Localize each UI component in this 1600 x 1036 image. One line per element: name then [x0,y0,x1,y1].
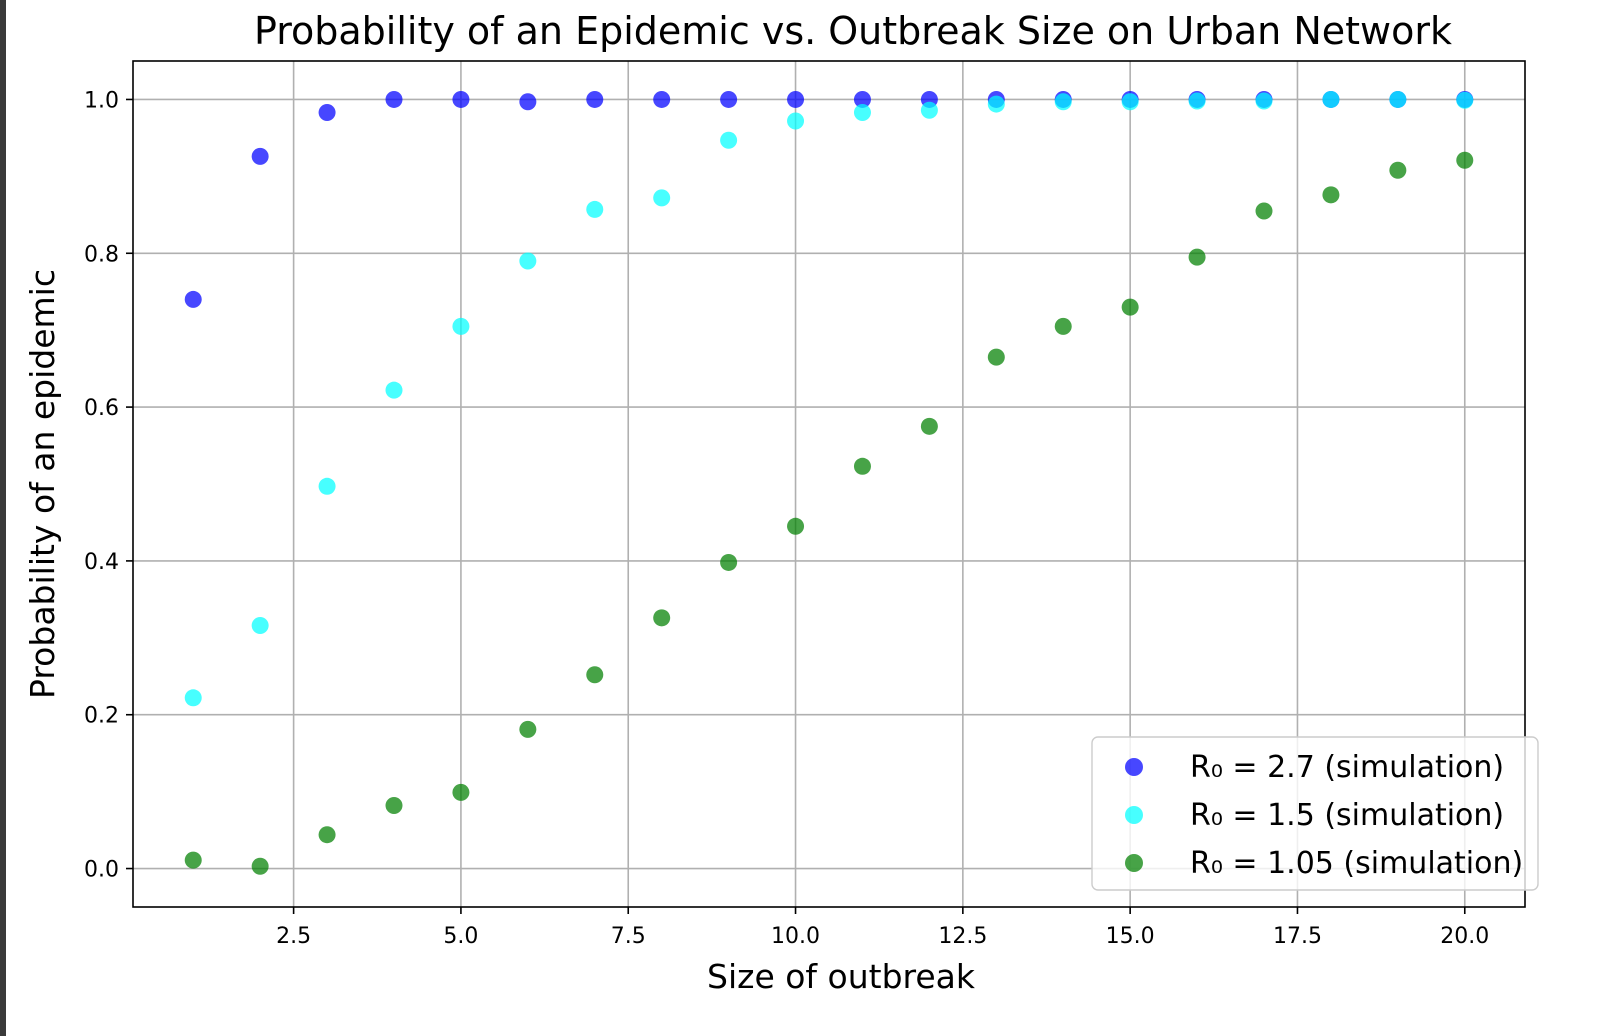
data-point [1389,161,1407,179]
data-point [853,457,871,475]
data-point [184,689,202,707]
data-point [251,147,269,165]
x-axis-label: Size of outbreak [707,957,976,996]
figure: Probability of an Epidemic vs. Outbreak … [6,0,1600,1036]
data-points [184,90,1474,875]
y-tick-label: 0.0 [84,858,119,883]
data-point [720,90,738,108]
x-tick-label: 17.5 [1273,924,1322,949]
data-point [920,417,938,435]
legend: R₀ = 2.7 (simulation) R₀ = 1.5 (simulatio… [1091,736,1539,891]
data-point [184,290,202,308]
data-point [385,90,403,108]
data-point [452,90,470,108]
data-point [1054,317,1072,335]
series-1 [184,90,1474,308]
data-point [519,252,537,270]
x-tick-label: 5.0 [443,924,478,949]
data-point [318,477,336,495]
data-point [853,90,871,108]
chart-title: Probability of an Epidemic vs. Outbreak … [254,9,1452,53]
legend-box [1091,736,1539,891]
x-axis-ticks: 2.5 5.0 7.5 10.0 12.5 15.0 17.5 20.0 [276,907,1489,949]
data-point [1255,92,1273,110]
x-tick-label: 12.5 [938,924,987,949]
data-point [1456,151,1474,169]
data-point [1389,90,1407,108]
data-point [586,200,604,218]
data-point [586,90,604,108]
data-point [251,857,269,875]
plot-area-frame [132,60,1526,908]
data-point [1054,93,1072,111]
y-tick-label: 0.2 [84,704,119,729]
data-point [987,348,1005,366]
legend-label: R₀ = 1.05 (simulation) [1190,846,1523,881]
y-tick-label: 1.0 [84,88,119,113]
data-point [1121,93,1139,111]
x-tick-label: 2.5 [276,924,311,949]
data-point [653,90,671,108]
data-point [385,796,403,814]
data-point [853,104,871,122]
data-point [385,381,403,399]
x-tick-label: 7.5 [611,924,646,949]
series-2 [184,90,1474,707]
legend-label: R₀ = 2.7 (simulation) [1190,750,1504,785]
data-point [787,517,805,535]
scatter-chart: Probability of an Epidemic vs. Outbreak … [23,9,1539,996]
x-tick-label: 20.0 [1440,924,1489,949]
data-point [787,90,805,108]
data-point [1456,91,1474,109]
data-point [519,93,537,111]
data-point [586,666,604,684]
data-point [1121,298,1139,316]
data-point [251,617,269,635]
x-tick-label: 10.0 [771,924,820,949]
data-point [720,131,738,149]
y-tick-label: 0.4 [84,550,119,575]
data-point [452,317,470,335]
legend-marker [1125,758,1143,776]
y-axis-ticks: 0.0 0.2 0.4 0.6 0.8 1.0 [84,88,133,883]
data-point [653,609,671,627]
data-point [787,112,805,130]
y-axis-label: Probability of an epidemic [23,269,62,699]
legend-marker [1125,806,1143,824]
data-point [1322,90,1340,108]
grid-lines [133,61,1525,907]
data-point [318,104,336,122]
x-tick-label: 15.0 [1106,924,1155,949]
data-point [1188,92,1206,110]
data-point [1322,186,1340,204]
legend-marker [1125,854,1143,872]
data-point [452,783,470,801]
data-point [920,101,938,119]
legend-label: R₀ = 1.5 (simulation) [1190,798,1504,833]
data-point [720,553,738,571]
y-tick-label: 0.6 [84,396,119,421]
data-point [987,95,1005,113]
y-tick-label: 0.8 [84,242,119,267]
data-point [653,189,671,207]
data-point [184,851,202,869]
data-point [1255,202,1273,220]
data-point [1188,248,1206,266]
series-3 [184,151,1474,875]
data-point [318,826,336,844]
data-point [519,720,537,738]
